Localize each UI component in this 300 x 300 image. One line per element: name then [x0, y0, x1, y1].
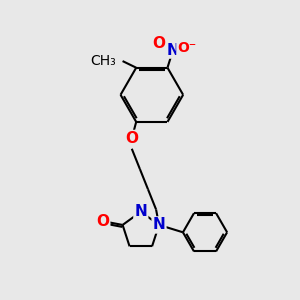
Text: O⁻: O⁻: [177, 41, 196, 55]
Text: CH₃: CH₃: [90, 54, 116, 68]
Text: O: O: [96, 214, 109, 230]
Text: N: N: [167, 43, 179, 58]
Text: O: O: [152, 36, 166, 51]
Text: N: N: [134, 204, 147, 219]
Text: O: O: [125, 131, 138, 146]
Text: N: N: [153, 218, 165, 232]
